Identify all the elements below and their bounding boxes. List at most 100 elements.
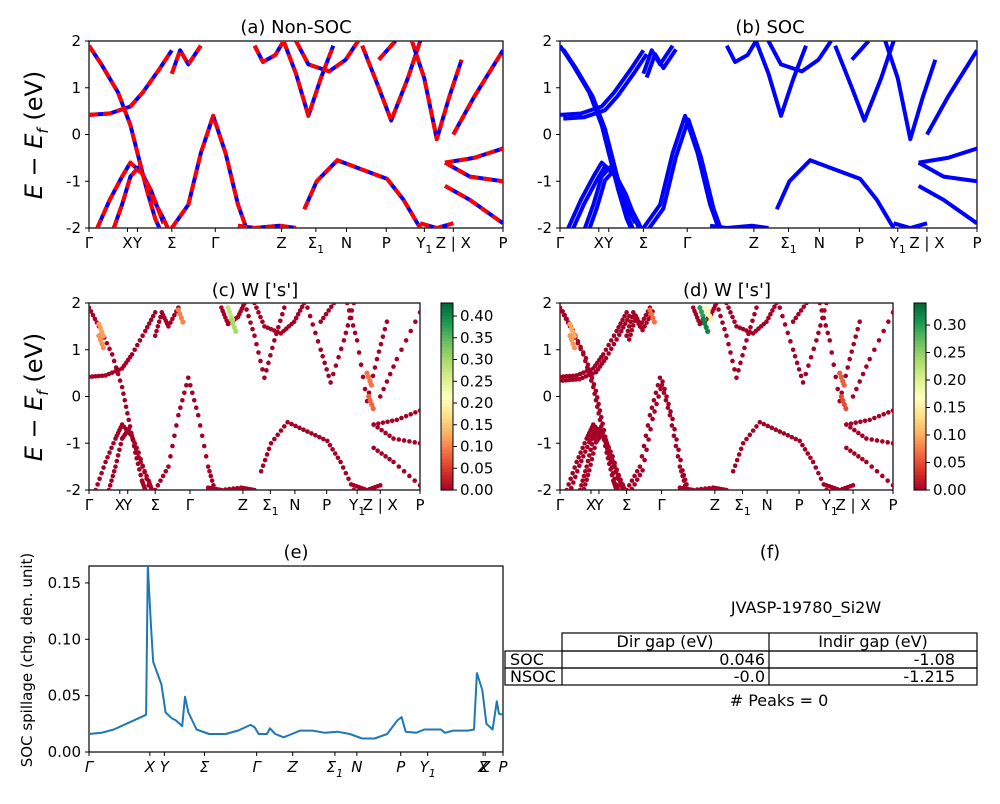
c-pt-10-12 — [293, 423, 298, 429]
d-pts-5-15 — [660, 379, 665, 384]
band-ylabel-mid: E − Ef (eV) — [20, 333, 52, 462]
a-band-dashed-15 — [444, 160, 503, 184]
d-pt-0-23 — [620, 317, 625, 323]
c-pt-16-5 — [394, 417, 400, 423]
cbc-seg-36 — [441, 374, 453, 379]
d-pt-17-1 — [848, 448, 853, 454]
c-pt-10-19 — [321, 436, 326, 442]
d-pt-0-17 — [606, 342, 611, 348]
d-pts-4-11 — [642, 324, 647, 329]
d-pt-16-7 — [876, 413, 882, 419]
e-ytick-label-3: 0.15 — [48, 574, 81, 592]
cbc-seg-30 — [441, 393, 453, 398]
cbd-seg-16 — [914, 437, 926, 441]
c-pt-11-6 — [320, 353, 325, 359]
b-xtick-label-9: Y1 — [889, 234, 906, 256]
c-pt-17-7 — [401, 469, 407, 474]
d-pt-17-6 — [869, 464, 874, 469]
d-pt-15-5 — [864, 436, 869, 441]
d-pt-4-3 — [628, 319, 633, 325]
d-pts-3-23 — [616, 473, 621, 479]
b-band-10 — [774, 158, 896, 228]
c-pt-12-2 — [323, 311, 329, 317]
d-hl-1-0 — [567, 333, 573, 339]
d-pt-4-0 — [624, 333, 629, 339]
panel-a-title: (a) Non-SOC — [240, 17, 351, 38]
d-pt-10-21 — [800, 442, 805, 448]
b-band-17 — [917, 184, 977, 225]
c-pt-10-2 — [262, 457, 268, 463]
d-pt-3-7 — [587, 453, 592, 458]
d-pt-0-2 — [564, 374, 569, 379]
d-pt-3-0 — [577, 487, 583, 490]
d-pt-16-2 — [853, 420, 859, 425]
d-pt-8-2 — [718, 313, 723, 319]
c-pt-15-3 — [383, 430, 388, 436]
c-pt-9-15 — [291, 319, 297, 325]
d-pt-15-1 — [848, 425, 853, 430]
cbd-seg-43 — [914, 352, 926, 357]
d-pt-8-19 — [752, 311, 757, 317]
c-pt-9-17 — [295, 311, 301, 317]
c-pt-5-16 — [187, 382, 193, 388]
b-xtick-label-8: P — [855, 234, 864, 252]
cbc-seg-35 — [441, 377, 453, 382]
c-pt-17-2 — [379, 451, 384, 456]
d-pts-5-19 — [668, 409, 673, 414]
c-pt-9-4 — [260, 319, 265, 325]
d-hl-0-3 — [571, 333, 578, 339]
d-pts-2-5 — [577, 463, 582, 468]
cbc-seg-56 — [441, 312, 453, 317]
e-xtick-label-10: X — [477, 758, 489, 776]
d-pt-2-0 — [564, 487, 569, 490]
c-pt-2-1 — [95, 482, 100, 487]
d-pt-10-27 — [816, 470, 821, 476]
d-pts-1-10 — [583, 355, 589, 361]
c-pt-3-5 — [113, 464, 118, 469]
cbc-seg-15 — [441, 440, 453, 444]
cbc-seg-24 — [441, 412, 453, 416]
c-pt-10-6 — [272, 436, 277, 442]
cbc-seg-28 — [441, 399, 453, 404]
d-pt-11-0 — [777, 305, 783, 310]
panel-c-weight-plot: -2 -1 0 1 2 Γ XY Σ Γ Z Σ1 N P Y1Z | X P — [66, 294, 424, 518]
panel-b-title: (b) SOC — [735, 17, 804, 38]
d-pts-4-10 — [640, 327, 645, 333]
a-band-dashed-18 — [451, 49, 503, 136]
d-hl-0-1 — [568, 325, 575, 331]
c-pt-18-3 — [387, 371, 393, 377]
d-pt-10-10 — [757, 419, 763, 425]
d-pt-5-18 — [663, 397, 669, 403]
c-pt-13-5 — [354, 338, 360, 343]
c-pt-16-1 — [375, 421, 381, 426]
d-pts-3-18 — [606, 444, 611, 450]
d-pt-11-7 — [794, 360, 800, 366]
d-pts-0-22 — [620, 325, 626, 330]
a-xtick-label-11: P — [498, 234, 507, 252]
cbc-seg-7 — [441, 465, 453, 469]
b-ytick-label-1: -1 — [537, 172, 552, 190]
d-pt-17-5 — [864, 459, 869, 465]
c-pt-8-0 — [242, 303, 247, 306]
c-pt-11-0 — [305, 305, 310, 310]
a-xtick-label-8: P — [382, 234, 391, 252]
d-ytick-label-4: 2 — [542, 294, 552, 312]
d-pt-11-14 — [811, 346, 817, 352]
c-pt-16-8 — [408, 411, 414, 417]
c-pt-11-3 — [313, 330, 318, 336]
c-ytick-label-2: 0 — [71, 388, 81, 406]
d-hl-1-1 — [568, 337, 575, 343]
c-pt-9-0 — [252, 303, 257, 306]
d-pt-13-8 — [833, 374, 839, 380]
c-pt-1-12 — [113, 365, 119, 370]
cbc-seg-46 — [441, 343, 453, 348]
c-pt-5-7 — [170, 443, 175, 449]
header-dir-gap: Dir gap (eV) — [617, 632, 714, 651]
cbc-seg-29 — [441, 396, 453, 401]
c-hl-1-0 — [96, 333, 102, 339]
c-hl-6-1 — [367, 397, 373, 404]
a-ytick-label-1: -1 — [66, 172, 81, 190]
d-pts-1-34 — [617, 489, 620, 490]
c-pt-0-25 — [152, 310, 158, 315]
d-pts-3-3 — [584, 477, 589, 483]
